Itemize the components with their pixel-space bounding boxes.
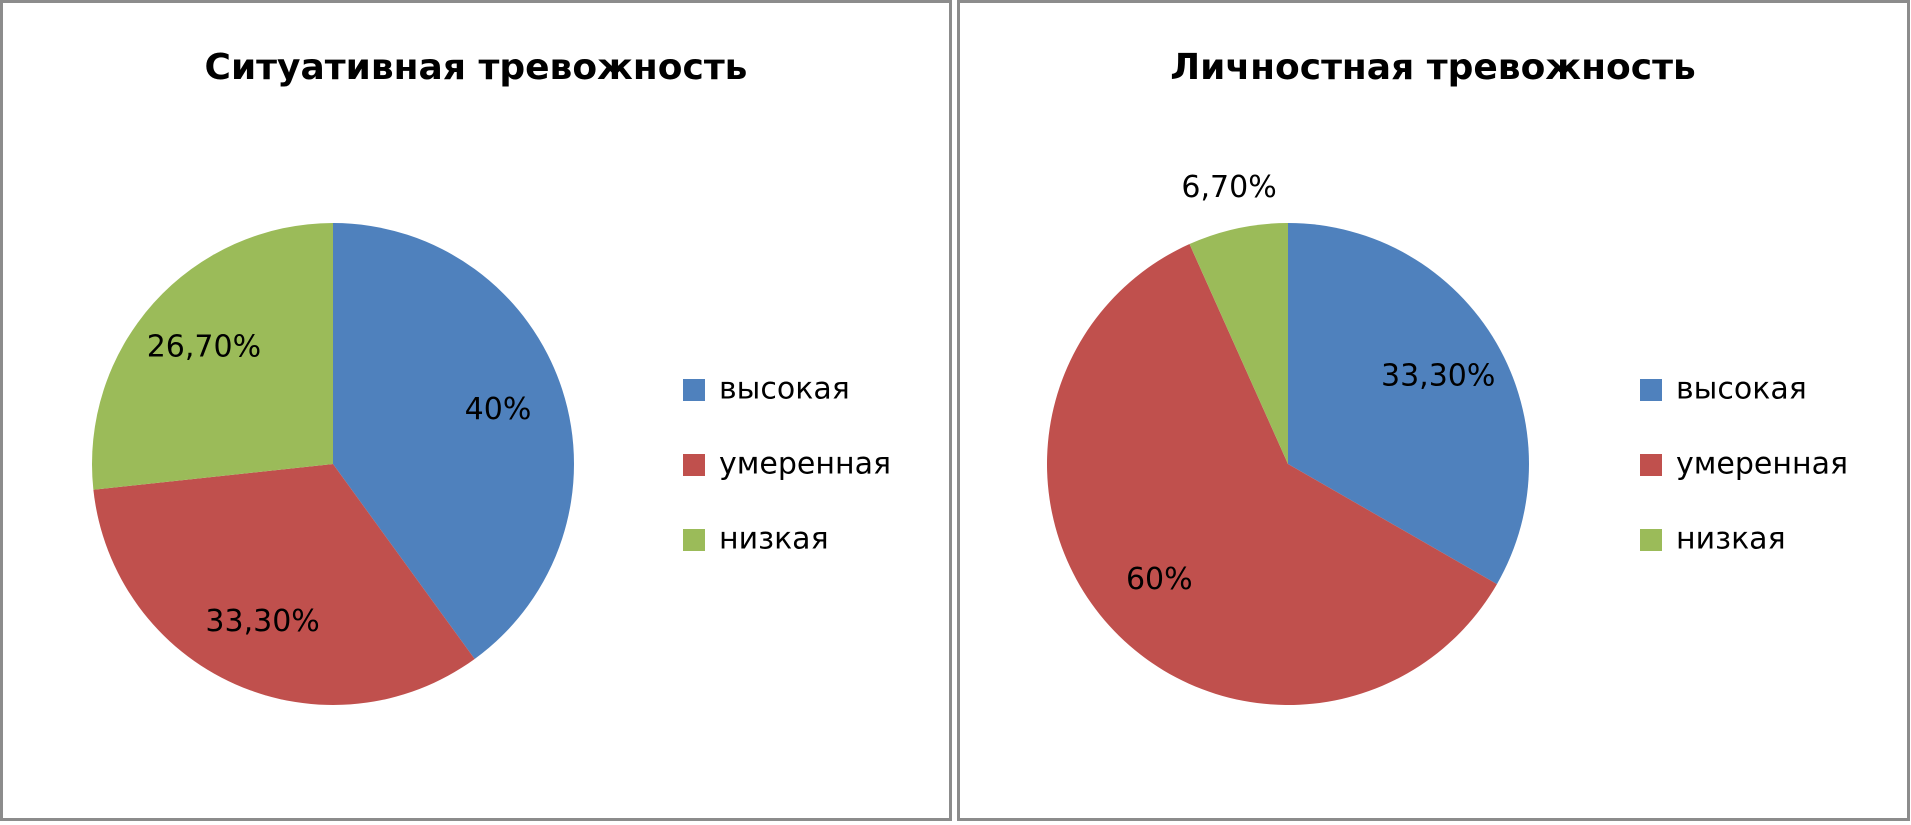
data-label: 40% [465, 392, 532, 427]
legend-swatch [1640, 529, 1662, 551]
legend-label: умеренная [719, 447, 891, 482]
legend-label: низкая [1676, 522, 1786, 557]
legend-swatch [1640, 454, 1662, 476]
legend-swatch [683, 454, 705, 476]
data-label: 33,30% [1381, 359, 1495, 394]
data-label: 26,70% [147, 330, 261, 365]
data-label: 60% [1126, 562, 1193, 597]
legend-label: низкая [719, 522, 829, 557]
pie-slice [1189, 223, 1288, 464]
chart-title: Ситуативная тревожность [205, 47, 748, 88]
legend-label: умеренная [1676, 447, 1848, 482]
pie-slice [91, 223, 333, 490]
pie-slice [1288, 223, 1529, 585]
pie-slice [1047, 244, 1497, 705]
chart-title: Личностная тревожность [1170, 47, 1695, 88]
legend-swatch [1640, 379, 1662, 401]
pie-slice [333, 223, 574, 659]
data-label: 33,30% [205, 604, 319, 639]
pie-slice [93, 464, 475, 705]
data-label: 6,70% [1181, 170, 1276, 205]
legend-swatch [683, 379, 705, 401]
legend-swatch [683, 529, 705, 551]
legend-label: высокая [1676, 372, 1807, 407]
legend-label: высокая [719, 372, 850, 407]
